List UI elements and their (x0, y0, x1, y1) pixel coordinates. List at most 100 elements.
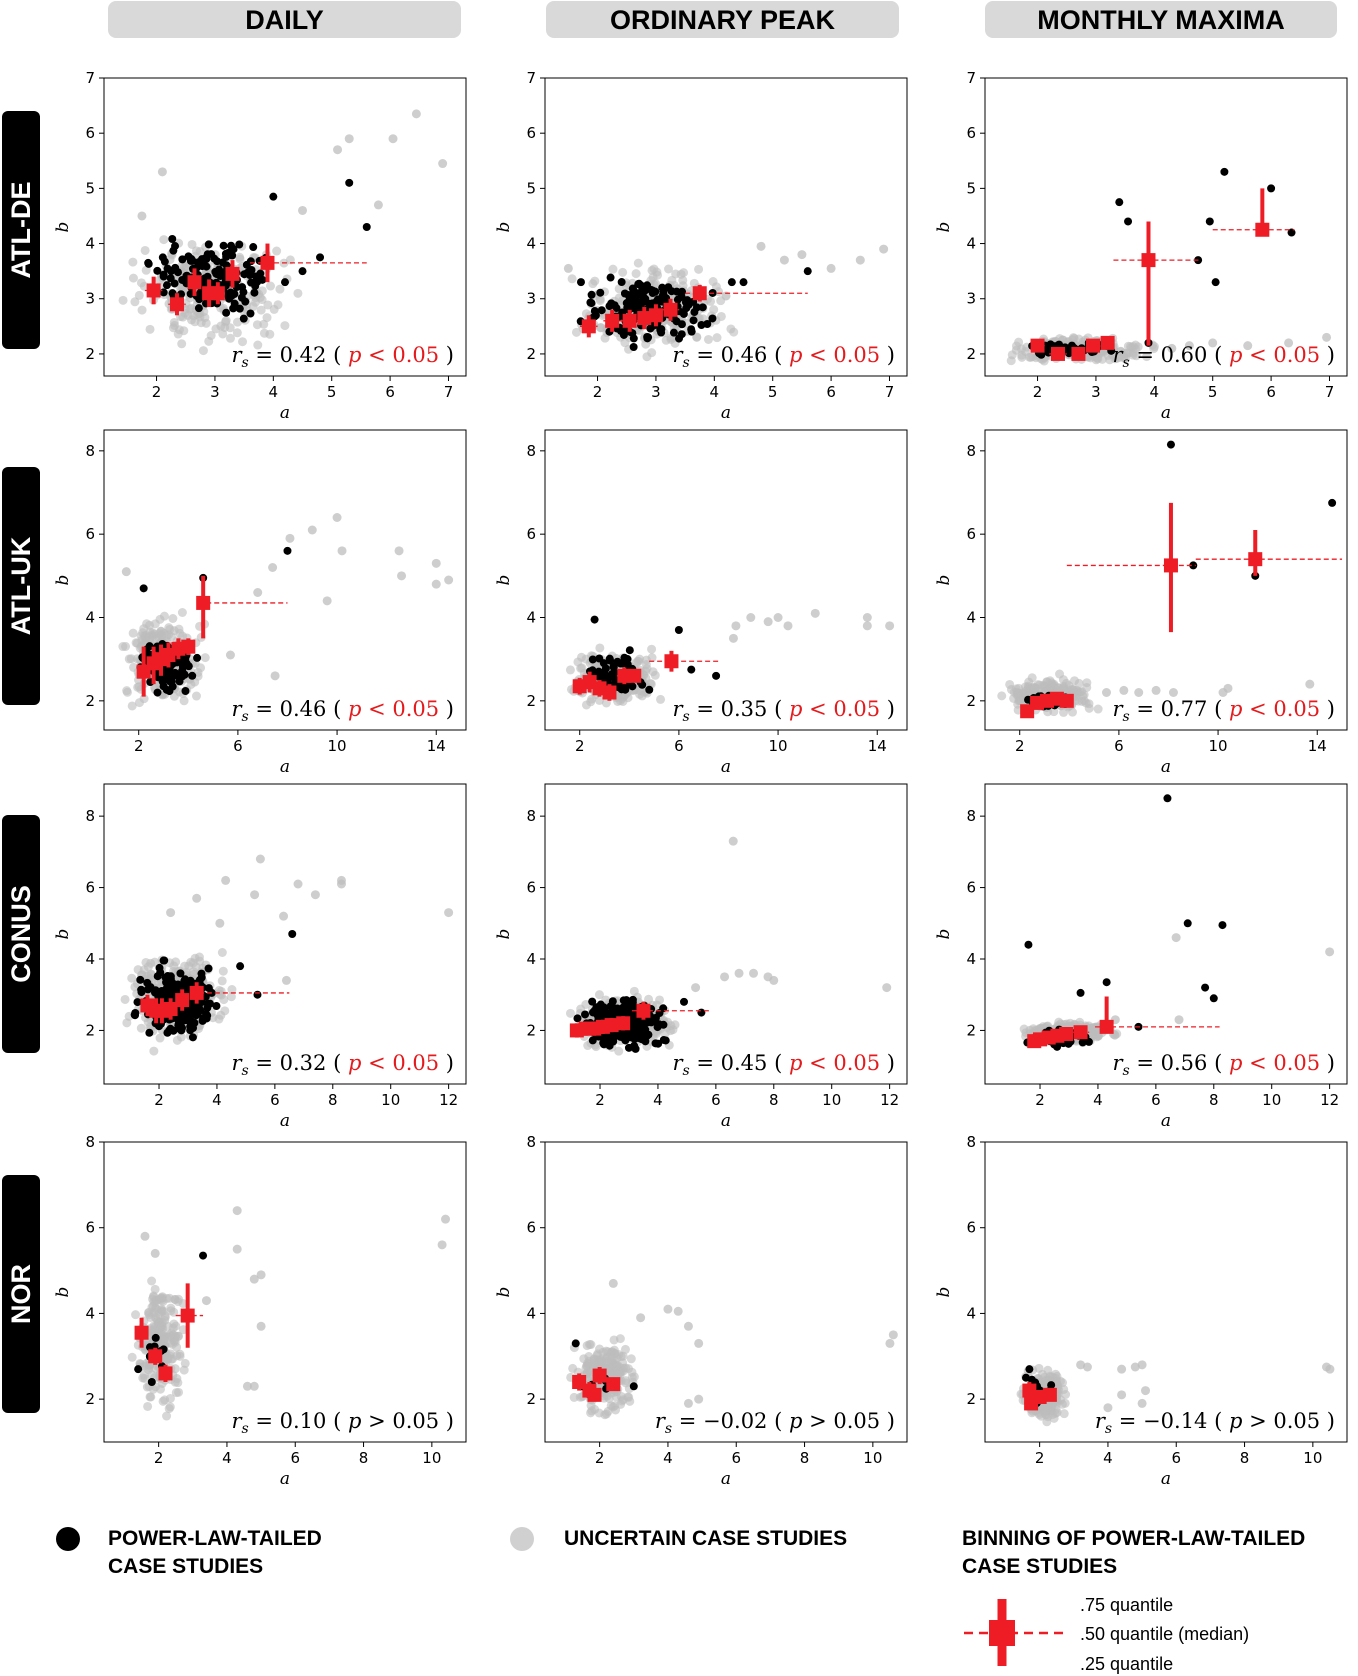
uncertain-point (683, 1321, 693, 1331)
x-tick-label: 14 (1308, 737, 1327, 755)
uncertain-point (1019, 1024, 1029, 1034)
power-law-point (213, 270, 222, 279)
bin-median (664, 654, 679, 669)
uncertain-point (624, 1392, 634, 1402)
y-tick-label: 6 (85, 1219, 95, 1237)
uncertain-point (170, 320, 180, 330)
y-tick-label: 7 (526, 69, 536, 87)
bin-median (663, 302, 678, 317)
uncertain-point (122, 687, 132, 697)
power-law-point (133, 998, 142, 1007)
data-points (118, 109, 448, 356)
column-headers: DAILY ORDINARY PEAK MONTHLY MAXIMA (108, 1, 1337, 38)
uncertain-point (233, 317, 243, 327)
uncertain-point (1322, 332, 1332, 342)
power-law-point (1024, 940, 1033, 949)
uncertain-point (232, 1244, 242, 1254)
uncertain-point (444, 575, 454, 585)
y-axis-label: b (494, 929, 514, 940)
x-tick-label: 7 (1325, 383, 1335, 401)
uncertain-point (191, 691, 201, 701)
bin-median (148, 1349, 163, 1364)
y-tick-label: 8 (85, 442, 95, 460)
x-tick-label: 8 (800, 1449, 810, 1467)
uncertain-point (150, 957, 160, 967)
uncertain-point (179, 1365, 189, 1375)
uncertain-point (1167, 343, 1177, 353)
bin-median (163, 1002, 178, 1016)
uncertain-point (165, 1330, 175, 1340)
uncertain-point (590, 276, 600, 286)
uncertain-point (248, 302, 258, 312)
power-law-point (645, 685, 654, 694)
uncertain-point (1151, 685, 1161, 695)
x-tick-label: 10 (381, 1091, 400, 1109)
power-law-point (258, 275, 267, 284)
power-law-point (229, 304, 238, 313)
x-tick-label: 12 (439, 1091, 458, 1109)
power-law-point (194, 304, 203, 313)
uncertain-point (118, 295, 128, 305)
uncertain-point (256, 305, 266, 315)
power-law-point (145, 1028, 154, 1037)
x-axis-label: a (721, 1111, 731, 1131)
power-law-point (1124, 217, 1133, 226)
uncertain-point (694, 264, 704, 274)
uncertain-point (583, 1358, 593, 1368)
uncertain-point (337, 546, 347, 556)
power-law-point (227, 241, 236, 250)
x-tick-label: 6 (1114, 737, 1124, 755)
power-law-point (619, 996, 628, 1005)
power-law-point (235, 304, 244, 313)
uncertain-point (200, 653, 210, 663)
power-law-point (178, 255, 187, 264)
power-law-point (134, 1365, 143, 1374)
x-tick-label: 3 (651, 383, 661, 401)
y-tick-label: 4 (966, 609, 976, 627)
uncertain-point (438, 159, 448, 169)
y-tick-label: 7 (966, 69, 976, 87)
uncertain-point (618, 267, 628, 277)
power-law-point (1328, 498, 1337, 507)
power-law-point (652, 297, 661, 306)
bin-median (622, 313, 637, 328)
uncertain-point (594, 990, 604, 1000)
power-law-point (597, 306, 606, 315)
uncertain-point (783, 621, 793, 631)
y-tick-label: 5 (526, 179, 536, 197)
spearman-stat: rs = 0.56 ( p < 0.05 ) (1112, 1051, 1335, 1079)
power-law-point (288, 930, 297, 938)
uncertain-point (581, 700, 591, 710)
power-law-point (641, 294, 650, 303)
power-law-point (631, 1044, 640, 1053)
y-tick-label: 4 (85, 235, 95, 253)
bin-median (134, 1325, 149, 1340)
power-law-point (596, 288, 605, 297)
power-law-point (245, 271, 254, 280)
uncertain-point (129, 662, 139, 672)
power-law-point (599, 1038, 608, 1047)
power-law-point (590, 615, 599, 624)
uncertain-point (605, 1354, 615, 1364)
uncertain-point (217, 948, 227, 958)
power-law-point (708, 314, 717, 323)
uncertain-point (256, 1270, 266, 1280)
y-tick-label: 2 (966, 1021, 976, 1039)
y-tick-label: 4 (526, 235, 536, 253)
uncertain-point (126, 654, 136, 664)
x-axis-label: a (280, 1111, 290, 1131)
uncertain-point (731, 621, 741, 631)
power-law-point (588, 997, 597, 1006)
y-tick-label: 4 (966, 1304, 976, 1322)
uncertain-point (164, 623, 174, 633)
power-law-point (171, 985, 180, 994)
uncertain-point (441, 1214, 451, 1224)
uncertain-point (641, 655, 651, 665)
spearman-stat: rs = 0.45 ( p < 0.05 ) (672, 1051, 895, 1079)
power-law-point (204, 240, 213, 249)
uncertain-point (678, 281, 688, 291)
uncertain-point (1142, 352, 1152, 362)
